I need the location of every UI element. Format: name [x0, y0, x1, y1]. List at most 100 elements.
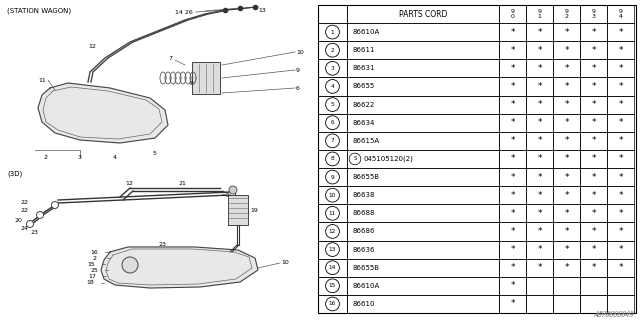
Bar [607, 186, 634, 204]
Bar [580, 41, 607, 59]
Circle shape [122, 257, 138, 273]
Bar [318, 77, 347, 95]
Bar [228, 195, 248, 225]
Bar [347, 114, 499, 132]
Text: *: * [591, 118, 596, 127]
Bar [553, 295, 580, 313]
Bar [526, 295, 553, 313]
Bar [607, 59, 634, 77]
Text: *: * [618, 64, 623, 73]
Text: *: * [591, 64, 596, 73]
Bar [553, 259, 580, 277]
Bar [580, 168, 607, 186]
Bar [553, 95, 580, 114]
Bar [526, 204, 553, 222]
Text: 10: 10 [281, 260, 289, 266]
Text: (3D): (3D) [7, 171, 22, 177]
Text: *: * [510, 245, 515, 254]
Text: *: * [564, 191, 569, 200]
Text: 9
3: 9 3 [591, 9, 595, 19]
Text: *: * [510, 64, 515, 73]
Text: *: * [510, 46, 515, 55]
Bar [607, 241, 634, 259]
Bar [607, 77, 634, 95]
Bar [347, 204, 499, 222]
Text: *: * [564, 64, 569, 73]
Bar [347, 41, 499, 59]
Bar [580, 5, 607, 23]
Text: *: * [618, 82, 623, 91]
Bar [347, 132, 499, 150]
Text: *: * [618, 118, 623, 127]
Text: *: * [510, 300, 515, 308]
Text: *: * [591, 191, 596, 200]
Text: 21: 21 [178, 180, 186, 186]
Bar [580, 204, 607, 222]
Circle shape [26, 220, 33, 228]
Bar [499, 114, 526, 132]
Text: 86688: 86688 [352, 210, 374, 216]
Bar [553, 241, 580, 259]
Bar [607, 259, 634, 277]
Bar [580, 222, 607, 241]
Text: *: * [564, 263, 569, 272]
Text: *: * [510, 100, 515, 109]
Text: *: * [537, 245, 541, 254]
Bar [553, 132, 580, 150]
Bar [553, 41, 580, 59]
Bar [580, 186, 607, 204]
Text: 2: 2 [92, 255, 96, 260]
Text: 23: 23 [158, 242, 166, 246]
Text: 11: 11 [38, 77, 45, 83]
Bar [347, 150, 499, 168]
Bar [318, 204, 347, 222]
Text: 4: 4 [113, 155, 117, 159]
Bar [347, 23, 499, 41]
Text: *: * [564, 46, 569, 55]
Bar [526, 95, 553, 114]
Text: 22: 22 [20, 199, 28, 204]
Bar [607, 277, 634, 295]
Text: *: * [591, 136, 596, 145]
Bar [607, 95, 634, 114]
Text: *: * [510, 191, 515, 200]
Text: 6: 6 [331, 120, 334, 125]
Text: *: * [537, 28, 541, 36]
Bar [526, 222, 553, 241]
Text: *: * [618, 46, 623, 55]
Text: *: * [591, 245, 596, 254]
Text: *: * [591, 209, 596, 218]
Text: *: * [564, 136, 569, 145]
Text: 2: 2 [331, 48, 334, 53]
Bar [553, 222, 580, 241]
Text: 86655: 86655 [352, 84, 374, 89]
Text: 19: 19 [250, 207, 258, 212]
Text: *: * [618, 100, 623, 109]
Bar [499, 77, 526, 95]
Text: *: * [510, 172, 515, 181]
Text: *: * [618, 172, 623, 181]
Text: 86611: 86611 [352, 47, 374, 53]
Text: *: * [537, 191, 541, 200]
Text: *: * [564, 155, 569, 164]
Text: 5: 5 [153, 150, 157, 156]
Text: *: * [618, 263, 623, 272]
Text: *: * [564, 227, 569, 236]
Text: 11: 11 [329, 211, 336, 216]
Bar [318, 295, 347, 313]
Bar [499, 5, 526, 23]
Bar [318, 41, 347, 59]
Text: *: * [618, 136, 623, 145]
Text: A876000045: A876000045 [596, 311, 635, 316]
Text: *: * [537, 136, 541, 145]
Bar [499, 241, 526, 259]
Text: *: * [537, 46, 541, 55]
Text: *: * [618, 245, 623, 254]
Bar [580, 277, 607, 295]
Text: 10: 10 [329, 193, 336, 198]
Bar [580, 241, 607, 259]
Bar [499, 95, 526, 114]
Bar [318, 95, 347, 114]
Bar [526, 5, 553, 23]
Text: 86622: 86622 [352, 101, 374, 108]
